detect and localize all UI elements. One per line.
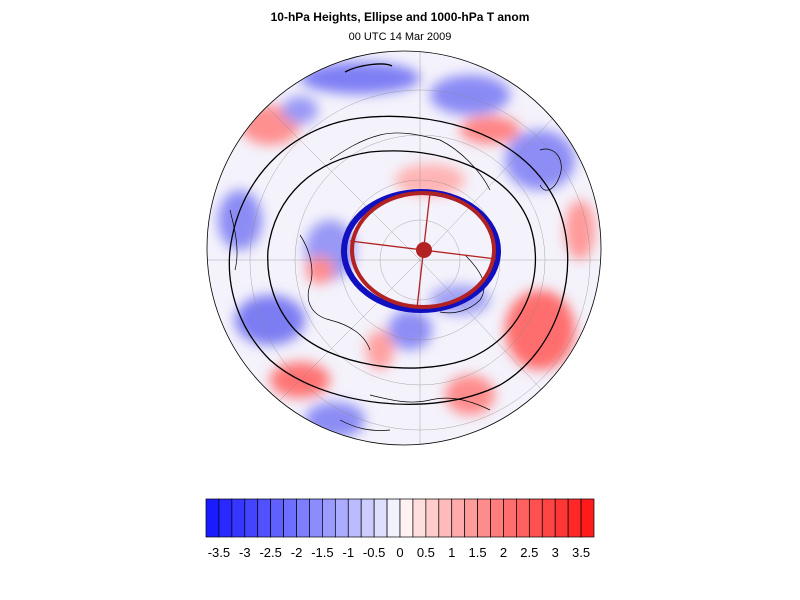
colorbar-tick-label: 2.5 bbox=[520, 545, 538, 560]
colorbar-tick-label: -1 bbox=[342, 545, 354, 560]
anomaly-patch bbox=[395, 164, 465, 196]
anomaly-patch bbox=[565, 200, 595, 260]
colorbar-tick-label: 3 bbox=[552, 545, 559, 560]
height-contour-outer bbox=[228, 115, 569, 405]
colorbar-box bbox=[334, 498, 349, 538]
colorbar-tick-label: -2 bbox=[291, 545, 303, 560]
map-subtitle: 00 UTC 14 Mar 2009 bbox=[348, 31, 452, 43]
height-contour-inner bbox=[267, 150, 537, 369]
colorbar-tick-label: -3.5 bbox=[208, 545, 230, 560]
colorbar-box bbox=[322, 498, 336, 538]
colorbar-box bbox=[567, 498, 582, 538]
anomaly-patch bbox=[460, 116, 520, 144]
colorbar-box bbox=[360, 498, 375, 538]
colorbar-box bbox=[516, 498, 530, 538]
anomaly-patch bbox=[235, 295, 305, 345]
colorbar-box bbox=[218, 498, 233, 538]
anomaly-patch bbox=[445, 375, 495, 415]
coastlines bbox=[229, 132, 562, 431]
colorbar-box bbox=[309, 498, 323, 538]
colorbar-box bbox=[490, 498, 504, 538]
10-hpa-height-contours bbox=[228, 63, 569, 405]
globe-outline bbox=[206, 50, 602, 446]
colorbar-tick-label: 2 bbox=[500, 545, 507, 560]
colorbar-box bbox=[554, 498, 569, 538]
ellipse-fit bbox=[350, 191, 496, 309]
anomaly-patch bbox=[505, 130, 575, 190]
colorbar-tick-label: 0.5 bbox=[417, 545, 435, 560]
anomaly-patch bbox=[218, 190, 262, 250]
colorbar-tick-label: -0.5 bbox=[363, 545, 385, 560]
anomaly-patch bbox=[282, 96, 318, 124]
colorbar-box bbox=[541, 498, 556, 538]
anomaly-patch bbox=[306, 256, 334, 284]
colorbar-box bbox=[451, 498, 466, 538]
colorbar-box bbox=[283, 498, 297, 538]
colorbar-tick-label: 0 bbox=[396, 545, 403, 560]
colorbar-box bbox=[231, 498, 246, 538]
colorbar-box bbox=[205, 498, 220, 538]
colorbar-box bbox=[244, 498, 259, 538]
colorbar-box bbox=[464, 498, 478, 538]
map-title: 10-hPa Heights, Ellipse and 1000-hPa T a… bbox=[270, 10, 530, 24]
colorbar-box bbox=[477, 498, 491, 538]
anomaly-patch bbox=[300, 62, 420, 94]
ellipse-centroid bbox=[416, 242, 432, 258]
colorbar-labels: -3.5 -3 -2.5 -2 -1.5 -1 -0.5 0 0.5 1 1.5 2 2.5 3 3.5 bbox=[208, 545, 590, 560]
colorbar-box bbox=[296, 498, 310, 538]
colorbar-box bbox=[580, 498, 595, 538]
colorbar-tick-label: 1.5 bbox=[469, 545, 487, 560]
colorbar-box bbox=[373, 498, 388, 538]
colorbar-tick-label: 1 bbox=[448, 545, 455, 560]
colorbar-box bbox=[412, 498, 427, 538]
colorbar-tick-label: -3 bbox=[239, 545, 251, 560]
height-contour-top bbox=[344, 63, 393, 73]
colorbar-box bbox=[257, 498, 272, 538]
colorbar-box bbox=[399, 498, 414, 538]
colorbar-box bbox=[270, 498, 284, 538]
anomaly-patch bbox=[366, 330, 394, 370]
colorbar-tick-label: -2.5 bbox=[259, 545, 281, 560]
colorbar-box bbox=[425, 498, 440, 538]
vortex-ellipse bbox=[341, 189, 501, 313]
colorbar-box bbox=[438, 498, 453, 538]
colorbar-tick-label: -1.5 bbox=[311, 545, 333, 560]
colorbar-boxes bbox=[205, 498, 595, 538]
colorbar-box bbox=[386, 498, 401, 538]
colorbar-box bbox=[503, 498, 517, 538]
colorbar-box bbox=[347, 498, 362, 538]
colorbar-tick-label: 3.5 bbox=[572, 545, 590, 560]
colorbar-box bbox=[528, 498, 543, 538]
